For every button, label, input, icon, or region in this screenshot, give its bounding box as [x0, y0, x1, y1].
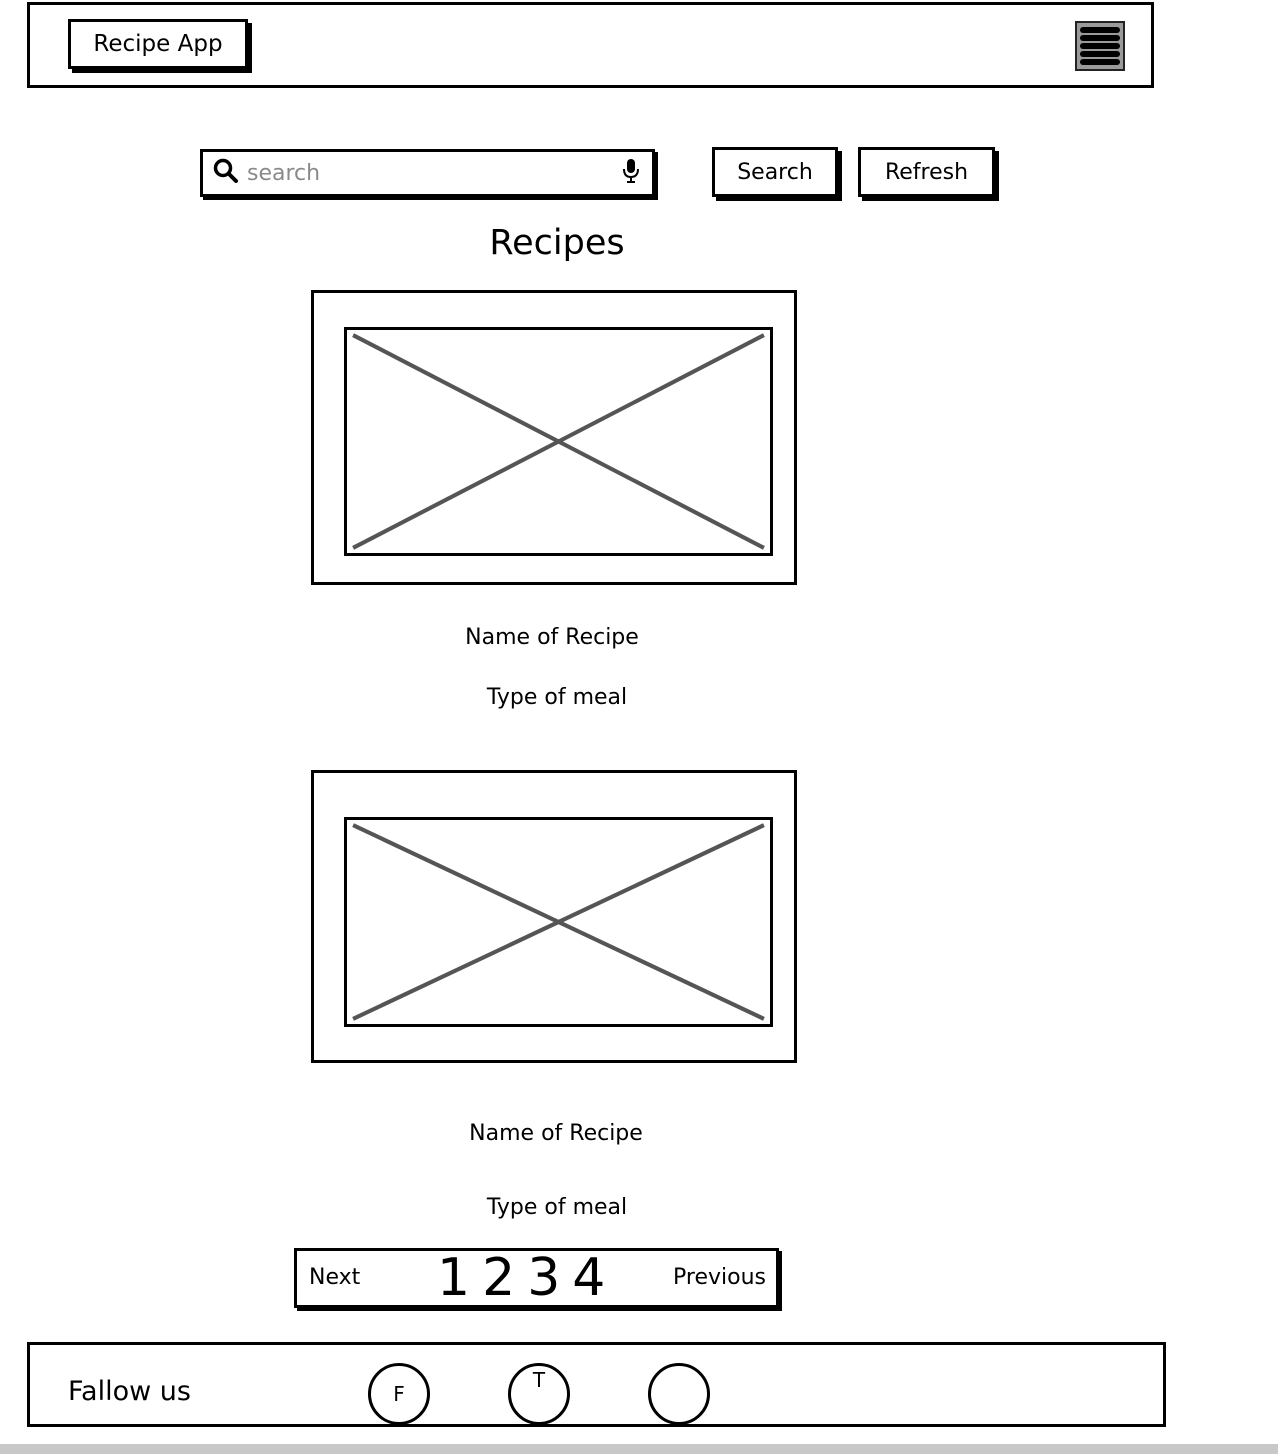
image-placeholder-icon [344, 327, 773, 556]
menu-bar [1080, 43, 1120, 49]
page-link-4[interactable]: 4 [572, 1248, 606, 1308]
image-placeholder-icon [344, 817, 773, 1027]
next-page-button[interactable]: Next [309, 1265, 361, 1290]
twitter-icon[interactable]: T [508, 1363, 570, 1425]
search-input[interactable] [245, 159, 622, 187]
page-title: Recipes [489, 223, 625, 263]
page-numbers: 1 2 3 4 [437, 1251, 617, 1305]
menu-bar [1080, 51, 1120, 57]
page-link-2[interactable]: 2 [482, 1248, 516, 1308]
bottom-scroll-strip [0, 1444, 1278, 1454]
search-button[interactable]: Search [712, 147, 838, 197]
page-link-1[interactable]: 1 [437, 1248, 471, 1308]
microphone-icon[interactable] [622, 158, 640, 188]
search-box[interactable] [200, 149, 655, 197]
recipe-name[interactable]: Name of Recipe [465, 625, 639, 650]
menu-bar [1080, 27, 1120, 33]
recipe-meal-type: Type of meal [486, 685, 628, 710]
social-link-icon[interactable] [648, 1363, 710, 1425]
recipe-card[interactable] [311, 770, 797, 1063]
footer-bar: Fallow us F T [27, 1342, 1166, 1427]
pagination: Next 1 2 3 4 Previous [294, 1248, 779, 1308]
previous-page-button[interactable]: Previous [673, 1265, 766, 1290]
search-icon [213, 158, 239, 188]
facebook-icon[interactable]: F [368, 1363, 430, 1425]
app-title-button[interactable]: Recipe App [68, 19, 248, 69]
recipe-card[interactable] [311, 290, 797, 585]
hamburger-menu-icon[interactable] [1075, 21, 1125, 71]
recipe-name[interactable]: Name of Recipe [469, 1121, 643, 1146]
recipe-meal-type: Type of meal [486, 1195, 628, 1220]
menu-bar [1080, 35, 1120, 41]
menu-bar [1080, 59, 1120, 65]
follow-us-label: Fallow us [68, 1376, 191, 1407]
refresh-button[interactable]: Refresh [858, 147, 995, 197]
page-link-3[interactable]: 3 [527, 1248, 561, 1308]
